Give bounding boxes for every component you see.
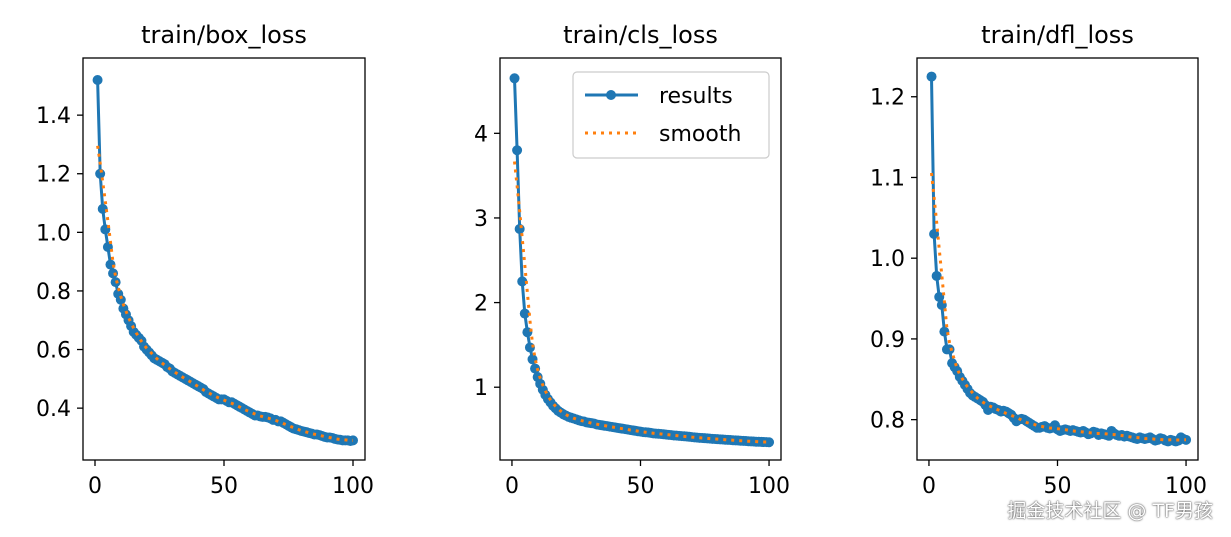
results-point xyxy=(108,268,119,279)
subplot-title: train/cls_loss xyxy=(563,21,718,49)
smooth-line xyxy=(96,145,354,442)
results-point xyxy=(934,291,945,302)
legend-label-smooth: smooth xyxy=(659,122,741,147)
results-point xyxy=(944,344,955,355)
results-point xyxy=(1181,434,1192,445)
subplot-title: train/dfl_loss xyxy=(981,21,1134,49)
results-point xyxy=(105,259,116,270)
results-point xyxy=(92,74,103,85)
x-tick-label: 50 xyxy=(1044,474,1072,499)
y-tick-label: 4 xyxy=(474,122,488,147)
legend-label-results: results xyxy=(659,84,733,109)
results-point xyxy=(348,435,359,446)
y-tick-label: 2 xyxy=(474,292,488,317)
results-point xyxy=(115,294,126,305)
results-point xyxy=(764,437,775,448)
legend: results smooth xyxy=(572,71,770,159)
y-tick-label: 0.8 xyxy=(36,280,71,305)
x-tick-label: 50 xyxy=(627,474,655,499)
smooth-line xyxy=(930,172,1186,442)
y-tick-label: 0.8 xyxy=(870,409,905,434)
y-tick-label: 0.4 xyxy=(36,397,71,422)
x-tick-label: 100 xyxy=(332,474,374,499)
results-point xyxy=(519,308,530,319)
results-point xyxy=(517,276,528,287)
results-line xyxy=(96,79,354,443)
y-tick-label: 1.2 xyxy=(36,163,71,188)
y-tick-label: 1 xyxy=(474,376,488,401)
x-tick-label: 100 xyxy=(748,474,790,499)
x-tick-label: 0 xyxy=(88,474,102,499)
y-tick-label: 1.0 xyxy=(36,221,71,246)
x-tick-label: 50 xyxy=(210,474,238,499)
x-tick-label: 100 xyxy=(1165,474,1207,499)
subplot-title: train/box_loss xyxy=(141,21,307,49)
subplot-0: train/box_loss 0 50 100 0.4 0.6 0.8 1.0 1.2 1.4 xyxy=(36,21,374,499)
results-point xyxy=(97,203,108,214)
y-tick-label: 1.2 xyxy=(870,86,905,111)
results-point xyxy=(512,145,523,156)
y-tick-label: 0.9 xyxy=(870,328,905,353)
watermark: 掘金技术社区 @ TF男孩 xyxy=(1007,500,1213,522)
subplot-2: train/dfl_loss 0 50 100 0.8 0.9 1.0 1.1 1.2 xyxy=(870,21,1207,499)
subplot-1: train/cls_loss 0 50 100 1 2 3 4 results smooth xyxy=(474,21,790,499)
legend-results-marker xyxy=(606,90,616,100)
results-point xyxy=(509,73,520,84)
y-tick-label: 1.1 xyxy=(870,166,905,191)
axes-frame xyxy=(916,57,1199,461)
y-tick-label: 1.0 xyxy=(870,247,905,272)
y-tick-label: 3 xyxy=(474,207,488,232)
x-tick-label: 0 xyxy=(922,474,936,499)
results-point xyxy=(931,270,942,281)
y-tick-label: 1.4 xyxy=(36,104,71,129)
x-tick-label: 0 xyxy=(505,474,519,499)
results-point xyxy=(926,71,937,82)
y-tick-label: 0.6 xyxy=(36,339,71,364)
